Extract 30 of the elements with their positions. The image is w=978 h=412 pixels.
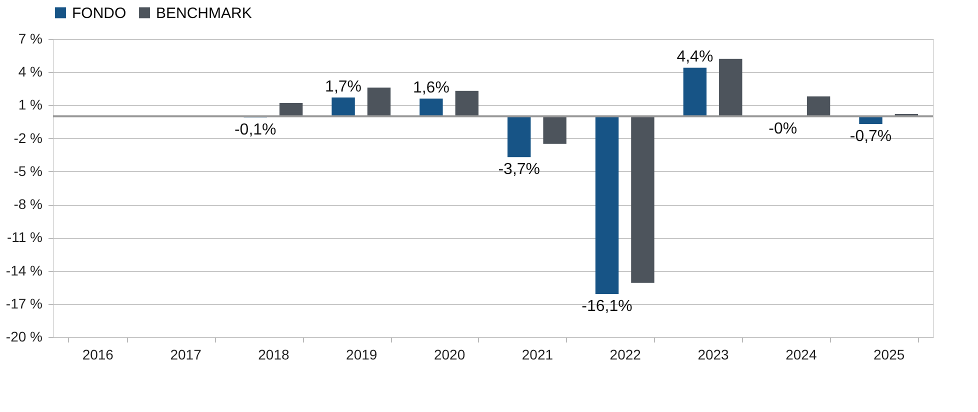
data-label: -0,1% [234,121,276,138]
x-tick-label: 2023 [698,346,730,362]
x-tick-label: 2019 [346,346,378,362]
x-tick-label: 2021 [522,346,554,362]
x-tick-label: 2020 [434,346,466,362]
data-label: -16,1% [582,298,632,315]
data-label: 4,4% [676,48,714,66]
x-tick-label: 2025 [874,346,905,362]
x-tick-label: 2017 [170,346,202,362]
data-label: -0% [768,120,798,138]
x-tick-label: 2016 [82,346,114,362]
legend-label: BENCHMARK [156,4,252,22]
data-label: 1,7% [325,78,362,96]
y-tick-label: -20 % [6,328,42,344]
data-label: -0,7% [850,128,892,145]
x-tick-label: 2018 [258,346,290,362]
y-tick-label: -8 % [14,196,42,212]
y-tick-label: -14 % [6,262,42,278]
y-tick-label: -5 % [14,162,42,179]
y-tick-label: -2 % [14,130,42,146]
y-tick-label: -17 % [6,295,42,312]
y-tick-label: 4 % [18,64,42,80]
x-tick-label: 2024 [786,346,817,362]
x-tick-label: 2022 [610,346,642,362]
y-tick-label: 7 % [18,30,42,46]
y-tick-label: 1 % [18,96,42,113]
data-label: 1,6% [412,80,450,97]
y-tick-label: -11 % [6,229,42,246]
legend-label: FONDO [72,4,126,22]
data-label: -3,7% [498,161,540,178]
